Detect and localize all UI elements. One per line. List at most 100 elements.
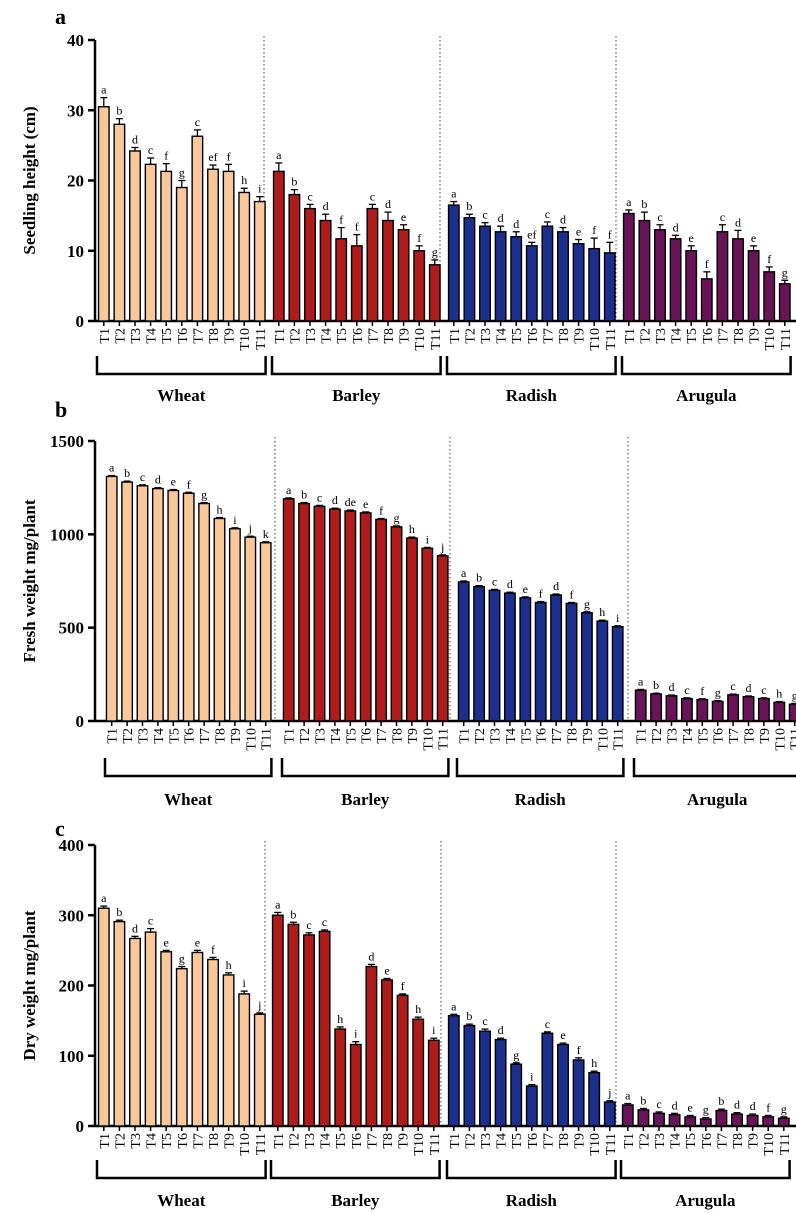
- bar-c-arugula-t4: [668, 1114, 681, 1127]
- sig-letter-b-arugula-t7: c: [730, 679, 735, 693]
- sig-letter-c-radish-t2: b: [466, 1009, 472, 1023]
- sig-letter-b-wheat-t1: a: [109, 461, 115, 475]
- x-tick-label-a-arugula-t5: T5: [685, 328, 700, 344]
- sig-letter-b-radish-t3: c: [492, 574, 497, 588]
- x-tick-label-b-radish-t8: T8: [566, 728, 581, 744]
- sig-letter-a-radish-t9: e: [576, 225, 581, 239]
- x-tick-label-c-wheat-t4: T4: [145, 1133, 160, 1149]
- x-tick-label-a-arugula-t10: T10: [763, 328, 778, 351]
- bar-b-barley-t9: [405, 537, 418, 722]
- bar-c-radish-t5: [510, 1063, 523, 1127]
- bar-a-radish-t6: [525, 245, 538, 322]
- y-tick-label-a-4: 40: [67, 31, 84, 50]
- x-tick-label-b-arugula-t9: T9: [758, 728, 773, 744]
- x-tick-label-a-wheat-t11: T11: [254, 328, 269, 350]
- x-tick-label-c-barley-t1: T1: [272, 1133, 287, 1149]
- bar-a-barley-t5: [335, 238, 348, 322]
- bar-c-arugula-t2: [637, 1109, 650, 1127]
- bar-a-wheat-t1: [97, 106, 110, 322]
- group-bracket-b-wheat: [103, 758, 273, 778]
- x-tick-label-c-wheat-t3: T3: [129, 1133, 144, 1149]
- group-bracket-b-barley: [280, 758, 450, 778]
- bar-c-radish-t10: [588, 1071, 601, 1127]
- group-label-a-radish: Radish: [506, 386, 558, 405]
- x-tick-label-b-radish-t11: T11: [612, 728, 627, 750]
- panel-letter-c: c: [55, 816, 65, 841]
- x-tick-label-c-arugula-t5: T5: [684, 1133, 699, 1149]
- sig-letter-a-radish-t3: c: [482, 208, 487, 222]
- bar-a-radish-t7: [541, 225, 554, 322]
- bar-c-radish-t3: [479, 1030, 491, 1127]
- x-tick-label-b-radish-t6: T6: [535, 728, 550, 744]
- bar-b-barley-t10: [421, 547, 434, 722]
- x-tick-label-b-arugula-t4: T4: [681, 728, 696, 744]
- x-tick-label-b-arugula-t8: T8: [743, 728, 758, 744]
- x-tick-label-b-wheat-t6: T6: [183, 728, 198, 744]
- x-tick-label-a-arugula-t1: T1: [623, 328, 638, 344]
- sig-letter-c-wheat-t7: e: [195, 935, 200, 949]
- group-bracket-c-radish: [445, 1160, 617, 1180]
- sig-letter-c-barley-t10: h: [415, 1002, 421, 1016]
- x-tick-label-b-wheat-t3: T3: [137, 728, 152, 744]
- x-tick-label-b-arugula-t11: T11: [789, 728, 796, 750]
- sig-letter-b-arugula-t8: d: [746, 681, 752, 695]
- bar-b-radish-t11: [611, 626, 624, 722]
- sig-letter-a-radish-t4: d: [498, 211, 504, 225]
- sig-letter-b-wheat-t3: c: [140, 470, 145, 484]
- x-tick-label-c-arugula-t6: T6: [700, 1133, 715, 1149]
- bar-a-radish-t5: [510, 235, 523, 322]
- y-tick-label-c-2: 200: [59, 977, 85, 996]
- x-tick-label-c-barley-t2: T2: [287, 1133, 302, 1149]
- x-tick-label-a-arugula-t8: T8: [732, 328, 747, 344]
- sig-letter-a-arugula-t8: d: [735, 215, 741, 229]
- sig-letter-a-wheat-t4: c: [148, 143, 153, 157]
- bar-a-radish-t3: [479, 225, 491, 322]
- sig-letter-c-wheat-t3: d: [132, 921, 138, 935]
- x-tick-label-a-radish-t1: T1: [448, 328, 463, 344]
- sig-letter-b-radish-t8: f: [570, 587, 574, 601]
- sig-letter-c-radish-t11: j: [607, 1086, 611, 1100]
- x-tick-label-a-radish-t6: T6: [526, 328, 541, 344]
- x-tick-label-b-radish-t3: T3: [489, 728, 504, 744]
- bar-b-wheat-t4: [151, 487, 164, 722]
- bar-a-radish-t1: [447, 204, 460, 322]
- bar-b-radish-t4: [503, 592, 516, 722]
- x-tick-label-a-wheat-t2: T2: [113, 328, 128, 344]
- bar-c-arugula-t8: [731, 1113, 743, 1127]
- bar-a-barley-t10: [413, 250, 426, 322]
- bar-c-barley-t1: [271, 914, 284, 1127]
- x-tick-label-b-wheat-t10: T10: [244, 728, 259, 751]
- sig-letter-b-barley-t9: h: [409, 522, 415, 536]
- bar-a-arugula-t11: [778, 283, 791, 322]
- sig-letter-c-barley-t5: h: [337, 1012, 343, 1026]
- bar-a-wheat-t4: [144, 163, 157, 322]
- x-tick-label-a-wheat-t10: T10: [238, 328, 253, 351]
- bar-b-arugula-t2: [650, 693, 663, 722]
- sig-letter-a-wheat-t5: f: [164, 149, 168, 163]
- group-label-c-wheat: Wheat: [157, 1191, 206, 1210]
- sig-letter-b-wheat-t2: b: [124, 466, 130, 480]
- bar-b-wheat-t6: [182, 492, 195, 722]
- x-tick-label-b-barley-t1: T1: [283, 728, 298, 744]
- sig-letter-c-barley-t4: c: [322, 915, 327, 929]
- x-tick-label-b-radish-t4: T4: [504, 728, 519, 744]
- sig-letter-b-arugula-t6: g: [715, 686, 721, 700]
- bar-c-barley-t3: [303, 934, 315, 1127]
- bar-b-wheat-t8: [213, 517, 226, 722]
- sig-letter-b-radish-t6: f: [539, 587, 543, 601]
- sig-letter-a-barley-t10: f: [417, 231, 421, 245]
- sig-letter-b-radish-t10: h: [599, 605, 605, 619]
- bar-a-arugula-t1: [622, 212, 635, 322]
- sig-letter-b-radish-t5: e: [523, 582, 528, 596]
- x-tick-label-c-radish-t4: T4: [495, 1133, 510, 1149]
- y-tick-label-b-0: 0: [76, 712, 85, 731]
- bar-b-wheat-t11: [259, 542, 272, 722]
- x-tick-label-a-arugula-t7: T7: [716, 328, 731, 344]
- sig-letter-c-radish-t4: d: [498, 1023, 504, 1037]
- x-tick-label-a-barley-t10: T10: [413, 328, 428, 351]
- group-label-c-radish: Radish: [506, 1191, 558, 1210]
- sig-letter-a-arugula-t6: f: [705, 257, 709, 271]
- bar-a-barley-t2: [288, 193, 301, 322]
- x-tick-label-a-radish-t5: T5: [510, 328, 525, 344]
